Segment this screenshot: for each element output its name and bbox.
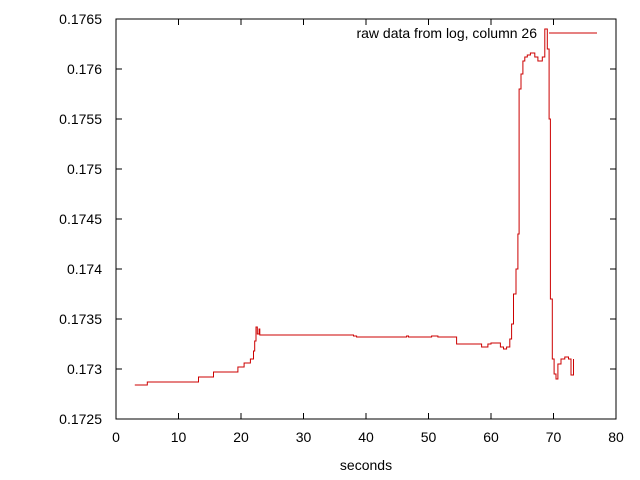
data-point	[542, 56, 543, 57]
data-point	[147, 381, 148, 382]
plot-area	[134, 28, 574, 386]
data-point	[530, 52, 531, 53]
data-point	[259, 334, 260, 335]
data-point	[547, 48, 548, 49]
data-point	[428, 336, 429, 337]
x-axis-label: seconds	[340, 457, 392, 473]
data-point	[517, 233, 518, 234]
data-point	[356, 336, 357, 337]
data-point	[257, 333, 258, 334]
data-point	[259, 328, 260, 329]
data-point	[237, 366, 238, 367]
data-point	[573, 358, 574, 359]
data-point	[478, 343, 479, 344]
data-point	[506, 346, 507, 347]
data-point	[244, 362, 245, 363]
data-point	[406, 335, 407, 336]
data-point	[134, 384, 135, 385]
data-point	[552, 358, 553, 359]
y-tick-label: 0.176	[67, 61, 102, 77]
data-point	[524, 56, 525, 57]
data-point	[254, 340, 255, 341]
data-point	[549, 118, 550, 119]
y-tick-label: 0.174	[67, 261, 102, 277]
data-point	[408, 336, 409, 337]
data-point	[544, 28, 545, 29]
data-point	[456, 343, 457, 344]
data-point	[253, 350, 254, 351]
x-tick-label: 60	[483, 429, 499, 445]
data-point	[570, 374, 571, 375]
y-tick-label: 0.1745	[59, 211, 102, 227]
data-point	[564, 356, 565, 357]
data-point	[250, 358, 251, 359]
data-point	[487, 343, 488, 344]
data-point	[550, 298, 551, 299]
y-tick-label: 0.1755	[59, 111, 102, 127]
x-tick-label: 30	[296, 429, 312, 445]
data-point	[500, 346, 501, 347]
x-tick-label: 80	[608, 429, 624, 445]
x-tick-label: 20	[233, 429, 249, 445]
data-point	[534, 56, 535, 57]
data-point	[511, 323, 512, 324]
data-point	[503, 348, 504, 349]
data-point	[255, 326, 256, 327]
y-tick-label: 0.173	[67, 361, 102, 377]
data-point	[555, 378, 556, 379]
data-point	[431, 335, 432, 336]
x-tick-label: 0	[112, 429, 120, 445]
x-tick-label: 70	[546, 429, 562, 445]
data-point	[515, 268, 516, 269]
data-point	[198, 376, 199, 377]
series-line-0	[134, 28, 574, 386]
legend: raw data from log, column 26	[356, 25, 597, 41]
axis-ticks: 0 10 20 30 40 50 60 70 80 0.1725 0.173 0.1735 0.174 0…	[59, 11, 624, 445]
data-point	[353, 335, 354, 336]
data-point	[527, 54, 528, 55]
data-point	[213, 371, 214, 372]
data-point	[513, 293, 514, 294]
data-point	[410, 336, 411, 337]
y-tick-label: 0.1735	[59, 311, 102, 327]
data-point	[437, 336, 438, 337]
legend-label: raw data from log, column 26	[356, 25, 537, 41]
data-point	[359, 336, 360, 337]
x-tick-label: 10	[171, 429, 187, 445]
data-point	[520, 73, 521, 74]
data-point	[509, 338, 510, 339]
data-point	[537, 60, 538, 61]
data-point	[519, 88, 520, 89]
x-tick-label: 40	[358, 429, 374, 445]
y-tick-label: 0.1725	[59, 411, 102, 427]
data-point	[481, 346, 482, 347]
y-tick-label: 0.175	[67, 161, 102, 177]
data-point	[560, 358, 561, 359]
data-point	[490, 342, 491, 343]
y-tick-label: 0.1765	[59, 11, 102, 27]
data-point	[233, 371, 234, 372]
x-tick-label: 50	[421, 429, 437, 445]
data-point	[554, 373, 555, 374]
data-point	[568, 358, 569, 359]
data-point	[212, 376, 213, 377]
data-point	[557, 363, 558, 364]
data-point	[522, 60, 523, 61]
data-point	[197, 381, 198, 382]
